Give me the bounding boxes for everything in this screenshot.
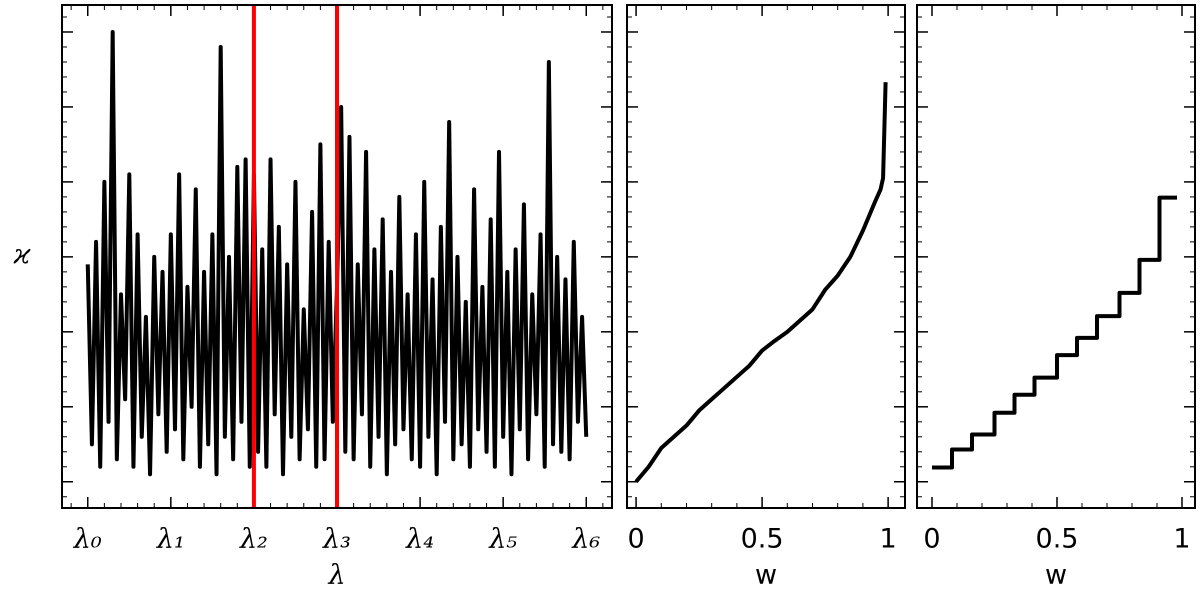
x-tick-label: 0.5 xyxy=(1036,524,1079,555)
axes-frame xyxy=(916,4,1196,509)
y-axis-label: ϰ xyxy=(13,240,31,271)
x-axis-label: w xyxy=(1045,560,1067,591)
x-tick-label: 1 xyxy=(1173,524,1190,555)
x-axis-label: λ xyxy=(327,560,345,591)
x-tick-label: λ₂ xyxy=(239,524,268,555)
x-tick-label: 1 xyxy=(880,524,897,555)
x-tick-label: λ₅ xyxy=(488,524,517,555)
axes-frame xyxy=(626,4,906,509)
x-tick-label: λ₁ xyxy=(156,524,185,555)
x-tick-label: 0 xyxy=(923,524,940,555)
x-tick-label: 0 xyxy=(627,524,644,555)
axes-frame xyxy=(61,4,613,509)
data-line xyxy=(634,82,888,484)
data-line xyxy=(932,195,1177,470)
x-tick-label: λ₆ xyxy=(571,524,600,555)
x-tick-label: 0.5 xyxy=(741,524,784,555)
x-tick-label: λ₄ xyxy=(405,524,434,555)
x-axis-label: w xyxy=(755,560,777,591)
x-tick-label: λ₀ xyxy=(73,524,102,555)
x-tick-label: λ₃ xyxy=(322,524,351,555)
